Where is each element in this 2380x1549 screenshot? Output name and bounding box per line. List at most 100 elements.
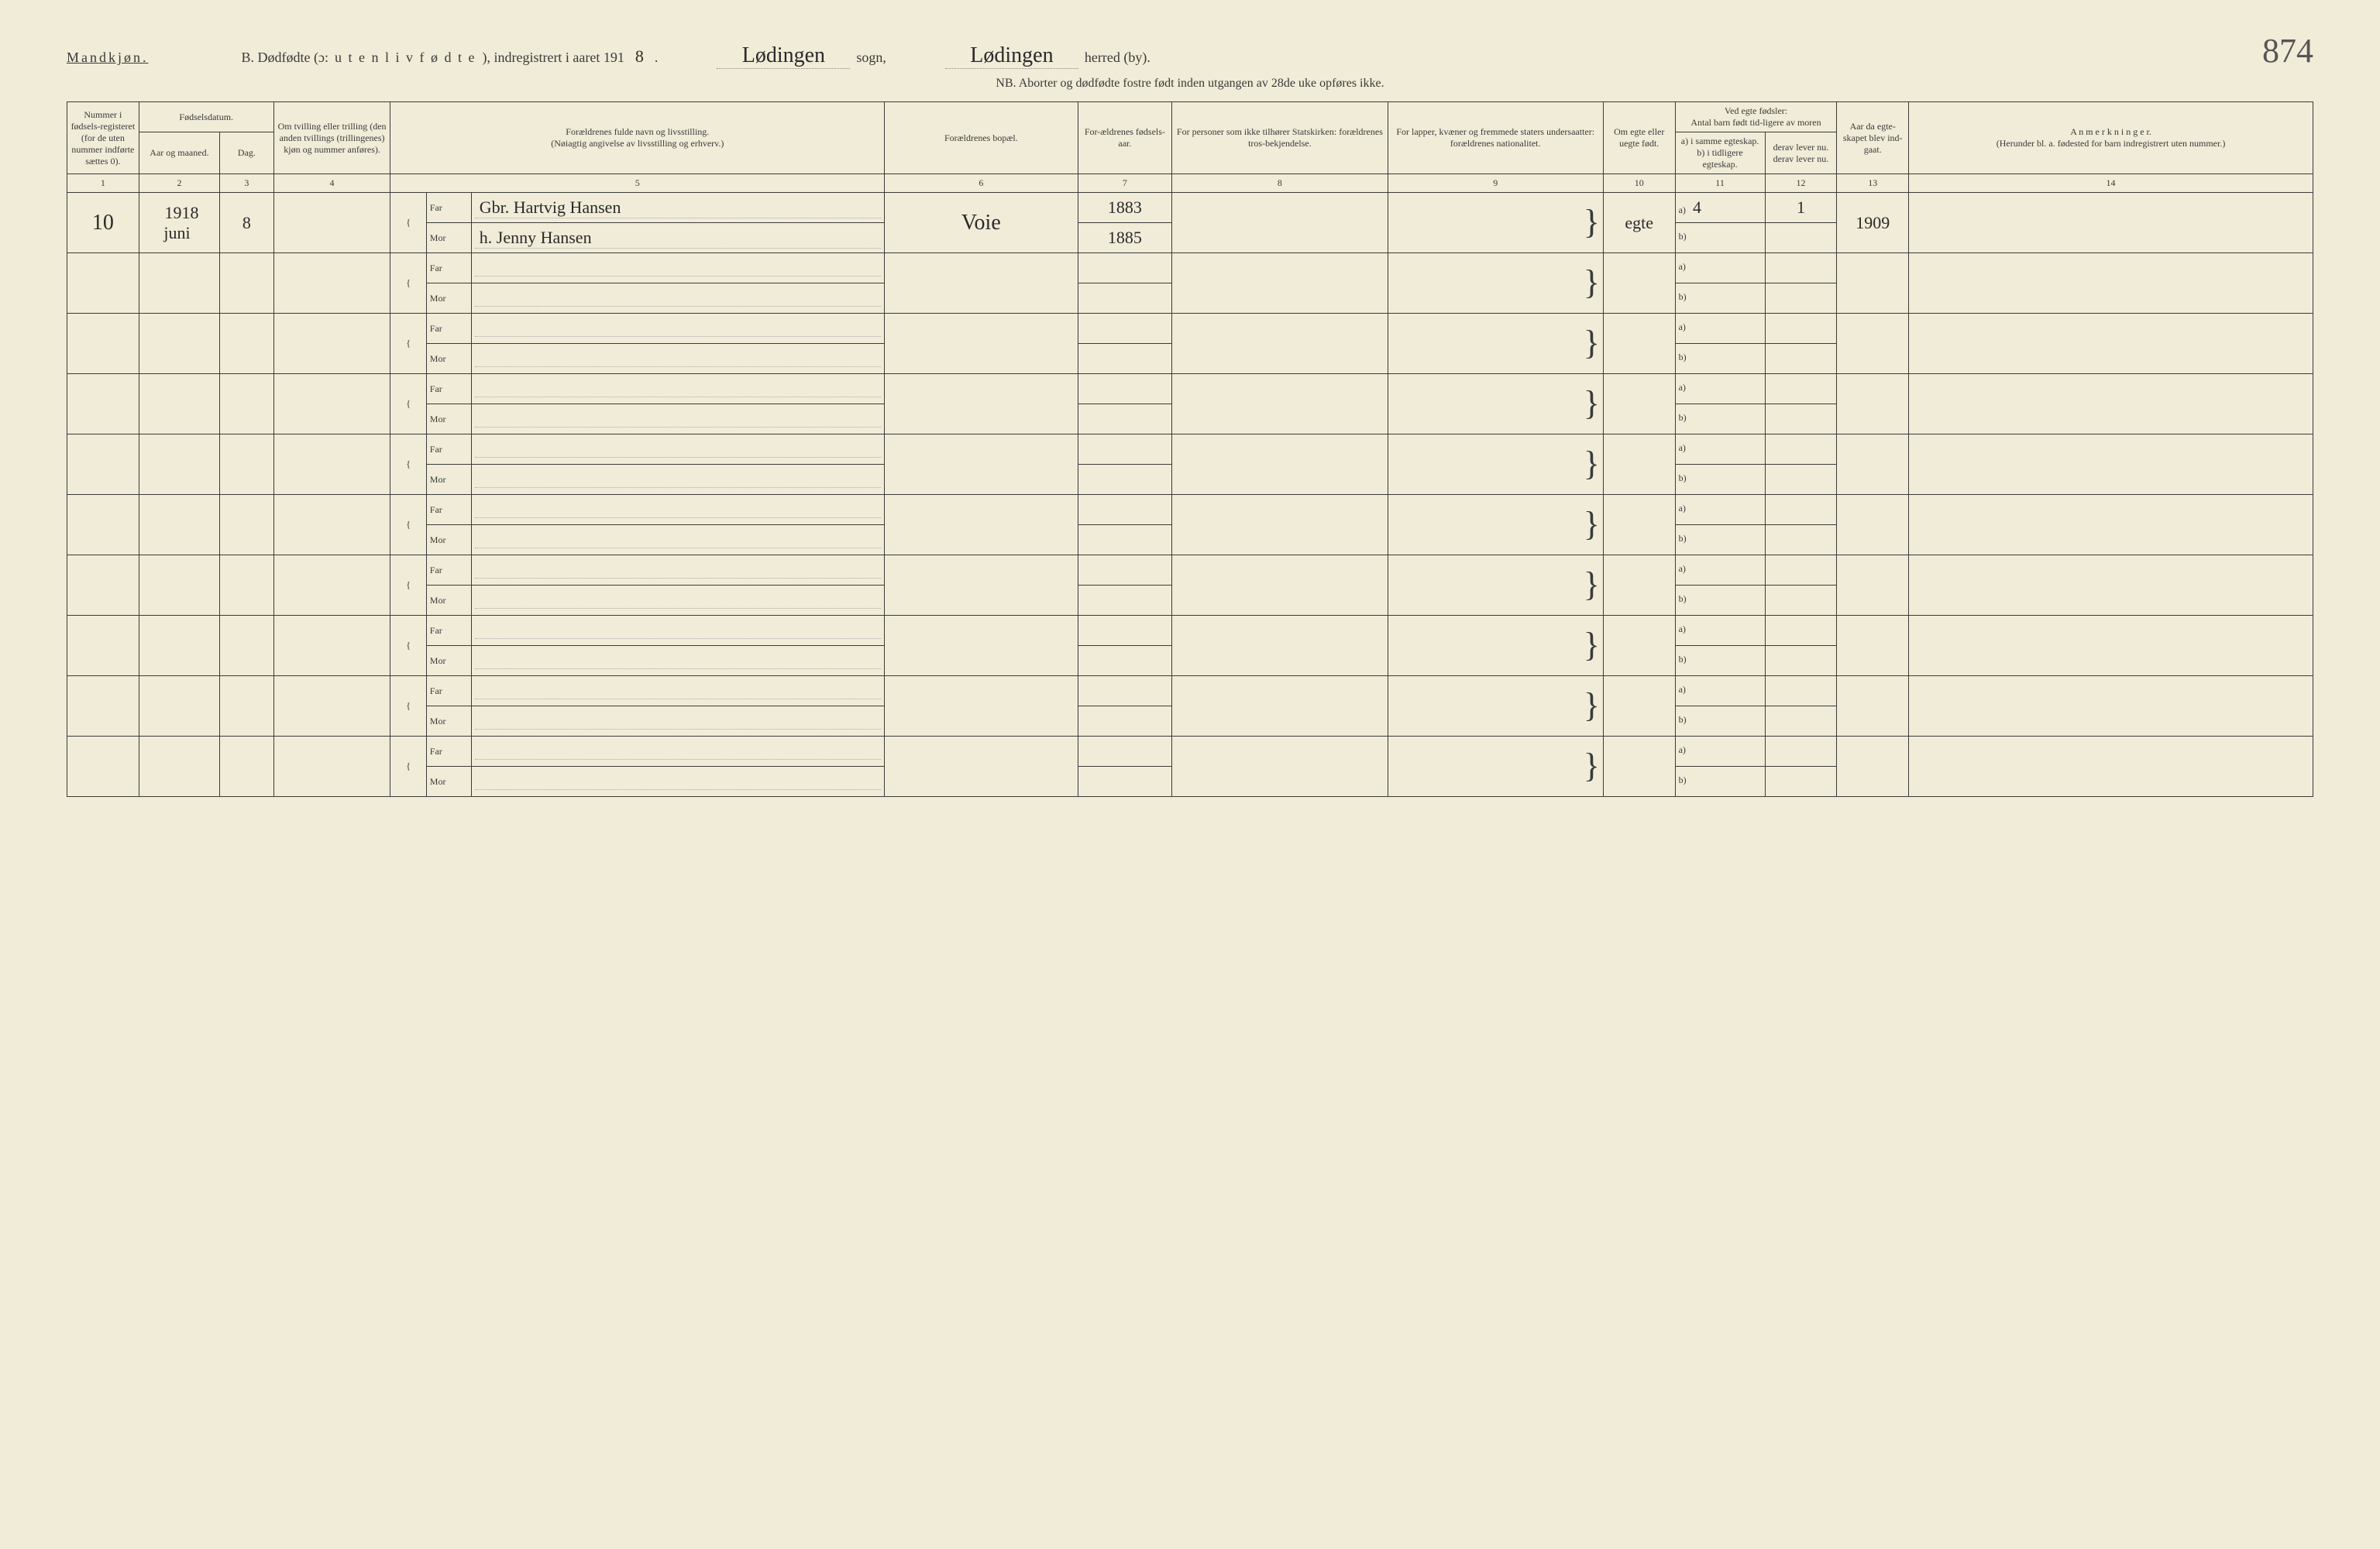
cell-remarks: [1909, 555, 2313, 616]
col-header-3: Dag.: [220, 132, 274, 174]
cell-father-name: [471, 495, 884, 525]
label-far: Far: [426, 737, 471, 767]
label-mor: Mor: [426, 706, 471, 737]
cell-nationality: }: [1388, 676, 1603, 737]
table-row: {Far}a): [67, 314, 2313, 344]
cell-legitimacy: [1603, 434, 1675, 495]
col-header-2-3-group: Fødselsdatum.: [139, 102, 273, 132]
cell-father-name: [471, 253, 884, 283]
cell-12a: [1765, 253, 1837, 283]
col-header-1: Nummer i fødsels-registeret (for de uten…: [67, 102, 139, 174]
cell-father-birth: [1078, 495, 1172, 525]
cell-twin: [273, 737, 390, 797]
brace-left-icon: {: [390, 737, 426, 797]
table-row: 101918 juni8{FarGbr. Hartvig HansenVoie1…: [67, 193, 2313, 223]
label-far: Far: [426, 434, 471, 465]
cell-day: 8: [220, 193, 274, 253]
cell-twin: [273, 193, 390, 253]
cell-11a: a): [1675, 495, 1765, 525]
label-mor: Mor: [426, 525, 471, 555]
col-header-11: a) i samme egteskap. b) i tidligere egte…: [1675, 132, 1765, 174]
cell-nationality: }: [1388, 374, 1603, 434]
cell-father-name: [471, 676, 884, 706]
cell-day: [220, 616, 274, 676]
cell-legitimacy: [1603, 253, 1675, 314]
cell-father-birth: [1078, 616, 1172, 646]
cell-day: [220, 253, 274, 314]
cell-remarks: [1909, 616, 2313, 676]
cell-mother-birth: [1078, 525, 1172, 555]
cell-twin: [273, 374, 390, 434]
cell-marriage-year: [1837, 676, 1909, 737]
colnum: 1: [67, 174, 139, 193]
colnum: 11: [1675, 174, 1765, 193]
table-body: 101918 juni8{FarGbr. Hartvig HansenVoie1…: [67, 193, 2313, 797]
cell-faith: [1172, 253, 1388, 314]
cell-faith: [1172, 193, 1388, 253]
table-row: {Far}a): [67, 737, 2313, 767]
cell-number: [67, 676, 139, 737]
table-row: {Far}a): [67, 253, 2313, 283]
cell-marriage-year: [1837, 616, 1909, 676]
cell-mother-name: [471, 646, 884, 676]
label-mor: Mor: [426, 283, 471, 314]
cell-legitimacy: [1603, 737, 1675, 797]
cell-legitimacy: [1603, 374, 1675, 434]
herred-label: herred (by).: [1085, 50, 1150, 66]
brace-left-icon: {: [390, 555, 426, 616]
cell-11a: a) 4: [1675, 193, 1765, 223]
cell-year-month: [139, 495, 219, 555]
label-far: Far: [426, 616, 471, 646]
cell-12b: [1765, 525, 1837, 555]
cell-mother-birth: [1078, 767, 1172, 797]
cell-year-month: [139, 314, 219, 374]
cell-11a: a): [1675, 374, 1765, 404]
cell-year-month: [139, 737, 219, 797]
table-row: {Far}a): [67, 434, 2313, 465]
cell-father-name: [471, 737, 884, 767]
cell-marriage-year: [1837, 434, 1909, 495]
cell-father-name: Gbr. Hartvig Hansen: [471, 193, 884, 223]
cell-faith: [1172, 676, 1388, 737]
cell-residence: Voie: [885, 193, 1078, 253]
cell-twin: [273, 555, 390, 616]
label-far: Far: [426, 314, 471, 344]
cell-faith: [1172, 314, 1388, 374]
cell-mother-birth: [1078, 646, 1172, 676]
column-number-row: 1 2 3 4 5 6 7 8 9 10 11 12 13 14: [67, 174, 2313, 193]
cell-legitimacy: [1603, 676, 1675, 737]
cell-11b: b): [1675, 404, 1765, 434]
label-far: Far: [426, 676, 471, 706]
cell-remarks: [1909, 253, 2313, 314]
cell-remarks: [1909, 374, 2313, 434]
label-mor: Mor: [426, 586, 471, 616]
cell-father-name: [471, 616, 884, 646]
cell-nationality: }: [1388, 555, 1603, 616]
cell-11a: a): [1675, 555, 1765, 586]
cell-remarks: [1909, 495, 2313, 555]
brace-left-icon: {: [390, 616, 426, 676]
sogn-label: sogn,: [856, 50, 886, 66]
cell-residence: [885, 314, 1078, 374]
cell-mother-name: [471, 283, 884, 314]
cell-12b: [1765, 344, 1837, 374]
cell-legitimacy: [1603, 555, 1675, 616]
cell-12a: [1765, 495, 1837, 525]
cell-nationality: }: [1388, 616, 1603, 676]
cell-remarks: [1909, 314, 2313, 374]
cell-year-month: [139, 374, 219, 434]
cell-number: [67, 495, 139, 555]
cell-number: [67, 616, 139, 676]
cell-11b: b): [1675, 706, 1765, 737]
brace-left-icon: {: [390, 434, 426, 495]
cell-number: [67, 434, 139, 495]
page-number: 874: [2262, 31, 2313, 70]
sogn-value: Lødingen: [717, 43, 850, 69]
cell-father-name: [471, 314, 884, 344]
cell-day: [220, 676, 274, 737]
cell-father-name: [471, 555, 884, 586]
cell-12b: [1765, 283, 1837, 314]
cell-12b: [1765, 223, 1837, 253]
year-period: .: [655, 50, 659, 66]
cell-twin: [273, 253, 390, 314]
